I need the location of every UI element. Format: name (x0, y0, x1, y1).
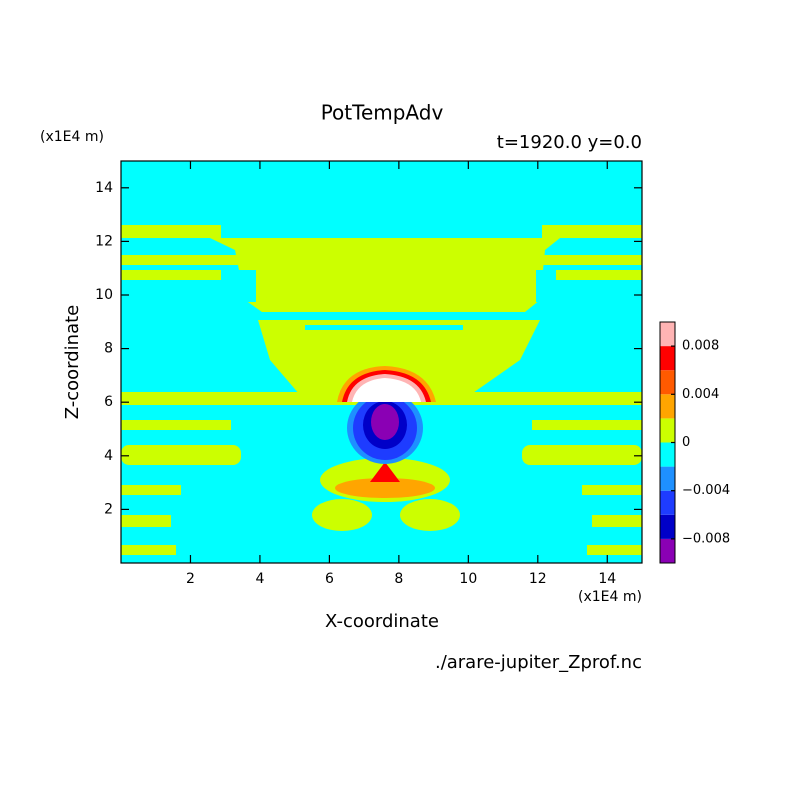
y-unit: (x1E4 m) (40, 129, 104, 145)
colorbar-bin (660, 442, 675, 467)
y-tick-label: 14 (95, 180, 113, 196)
contour-region (262, 250, 532, 306)
colorbar-bin (660, 418, 675, 443)
colorbar-bin (660, 394, 675, 419)
contour-region (121, 270, 221, 280)
x-tick-label: 8 (394, 571, 403, 587)
colorbar-bin (660, 370, 675, 395)
x-unit: (x1E4 m) (578, 589, 642, 605)
contour-region (532, 420, 642, 430)
contour-region (592, 515, 642, 527)
x-tick-label: 2 (186, 571, 195, 587)
contour-region (121, 545, 176, 555)
contour-region (121, 445, 241, 465)
contour-region (536, 270, 556, 302)
x-tick-label: 4 (255, 571, 264, 587)
contour-region (542, 270, 642, 280)
x-tick-label: 12 (529, 571, 547, 587)
colorbar-tick-label: −0.008 (682, 531, 730, 546)
contour-region (335, 478, 435, 498)
x-tick-label: 14 (598, 571, 616, 587)
colorbar-bin (660, 322, 675, 347)
source-file: ./arare-jupiter_Zprof.nc (435, 652, 642, 673)
contour-region (305, 325, 463, 330)
contour-region (121, 255, 261, 265)
contour-region (371, 404, 399, 440)
y-tick-label: 6 (104, 394, 113, 410)
chart-title: PotTempAdv (321, 101, 444, 125)
subtitle: t=1920.0 y=0.0 (497, 132, 642, 153)
x-axis-label: X-coordinate (325, 611, 439, 632)
colorbar-bin (660, 466, 675, 491)
x-tick-label: 6 (325, 571, 334, 587)
y-tick-label: 10 (95, 287, 113, 303)
y-axis-label: Z-coordinate (62, 305, 83, 420)
colorbar-bin (660, 538, 675, 563)
x-tick-label: 10 (459, 571, 477, 587)
contour-region (236, 270, 256, 302)
contour-region (121, 420, 231, 430)
y-tick-label: 12 (95, 233, 113, 249)
y-tick-label: 4 (104, 448, 113, 464)
contour-region (502, 255, 642, 265)
contour-field (121, 161, 642, 563)
colorbar-tick-label: 0.004 (682, 387, 719, 402)
colorbar-tick-label: 0.008 (682, 339, 719, 354)
contour-region (121, 225, 221, 238)
contour-region (312, 499, 372, 531)
colorbar-bin (660, 490, 675, 515)
contour-region (542, 225, 642, 238)
contour-region (582, 485, 642, 495)
plot-frame (120, 160, 643, 564)
contour-region (522, 445, 642, 465)
contour-region (370, 462, 400, 482)
contour-region (352, 378, 421, 402)
colorbar-bin (660, 514, 675, 539)
contour-region (121, 515, 171, 527)
contour-region (258, 320, 540, 395)
y-tick-label: 8 (104, 341, 113, 357)
colorbar-bin (660, 346, 675, 371)
y-tick-label: 2 (104, 501, 113, 517)
colorbar-tick-label: −0.004 (682, 483, 730, 498)
contour-region (121, 485, 181, 495)
contour-region (587, 545, 642, 555)
colorbar-tick-label: 0 (682, 435, 690, 450)
contour-region (400, 499, 460, 531)
